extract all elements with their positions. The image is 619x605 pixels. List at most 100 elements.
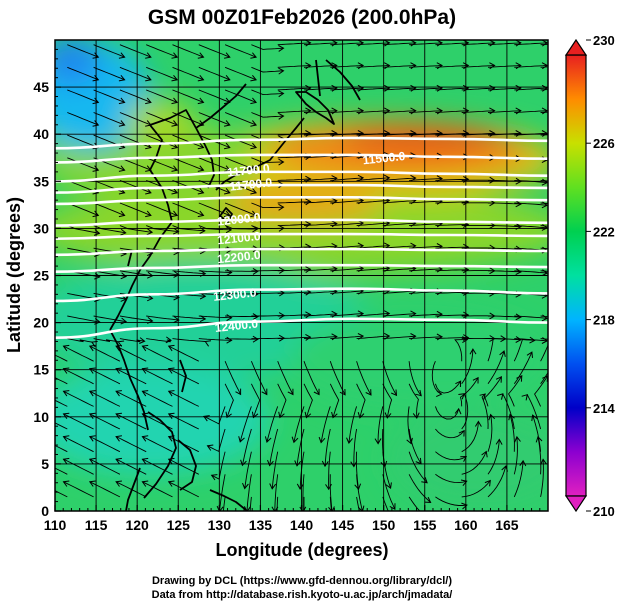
streamline-arrowhead [305,175,312,183]
x-tick-label: 145 [331,517,355,533]
streamline-arrowhead [278,67,285,75]
streamline-arrowhead [251,411,259,419]
streamline-arrowhead [305,62,312,70]
streamline [119,89,152,103]
streamline-arrowhead [223,120,231,127]
streamline-arrowhead [141,435,149,442]
streamline [303,268,337,272]
streamline [526,394,542,430]
streamline-arrowhead [167,367,175,374]
streamline-arrowhead [554,353,559,359]
contour-line [55,232,548,241]
contour-label: 11700.0 [229,175,273,193]
streamline-arrowhead [172,227,180,235]
streamline-arrowhead [463,175,470,183]
streamline [509,414,515,452]
streamline [502,393,515,430]
streamline [330,132,364,136]
streamline [540,225,548,227]
contour-line [55,196,548,206]
streamline-arrowhead [250,142,258,150]
streamline [382,474,396,510]
streamline [408,474,431,503]
streamline [488,225,521,228]
streamline-arrowhead [472,376,479,384]
streamline [303,336,337,340]
streamline-arrowhead [37,436,43,442]
contour-line [55,263,548,274]
streamline [514,338,548,342]
streamline [225,315,258,318]
streamline-arrowhead [145,74,152,82]
streamline-arrowhead [291,436,299,444]
streamline [168,390,199,407]
colorbar-tick-label: 214 [593,401,615,416]
streamline-arrowhead [93,229,101,236]
streamline [303,132,337,136]
streamline [382,110,416,113]
streamline-arrowhead [88,480,96,487]
x-tick-label: 165 [495,517,519,533]
streamline-arrowhead [357,130,365,137]
streamline-arrowhead [216,505,224,511]
streamline [198,66,230,81]
streamline-arrowhead [385,482,392,489]
streamline-arrowhead [92,165,100,172]
streamline-arrowhead [115,435,122,442]
streamline-arrowhead [197,187,205,195]
streamline-arrowhead [120,317,128,325]
streamline [408,361,422,396]
streamline [461,42,495,46]
streamline [461,110,495,113]
streamline-arrowhead [305,311,312,319]
streamline [293,406,305,443]
streamline-arrowhead [462,40,470,47]
streamline [172,338,206,342]
streamline [303,361,320,395]
streamline [241,428,252,466]
streamline [356,312,390,317]
streamline [435,201,469,204]
streamline [382,64,416,68]
streamline-arrowhead [62,390,70,397]
streamline-arrowhead [88,344,96,352]
streamline-arrowhead [62,457,70,465]
streamline-arrowhead [250,97,258,105]
streamline-arrowhead [383,84,391,92]
streamline-arrowhead [541,84,548,92]
streamline-arrowhead [120,272,128,280]
streamline [329,361,346,396]
y-axis-label: Latitude (degrees) [4,197,24,353]
streamline [93,315,127,323]
streamline [198,44,230,58]
streamline [329,474,333,511]
streamline [172,89,204,103]
streamline-arrowhead [383,107,391,115]
streamline [93,338,119,343]
streamline [55,422,68,430]
streamline-arrowhead [117,340,125,347]
streamline-arrowhead [92,74,100,82]
streamline-arrowhead [252,290,259,298]
streamline [303,110,337,113]
streamline [146,270,179,276]
credit-drawing: Drawing by DCL (https://www.gfd-dennou.o… [152,575,452,587]
streamline-arrowhead [62,412,70,419]
streamline-arrowhead [62,344,70,352]
contour-line [55,136,548,150]
streamline [382,313,416,317]
streamline [408,383,419,419]
streamline [225,270,258,272]
streamline-arrowhead [331,411,338,419]
streamline-arrowhead [118,74,126,82]
streamline [146,44,178,58]
streamline [63,481,94,498]
streamline [115,368,147,385]
streamline-arrowhead [479,393,486,400]
streamline [540,66,548,68]
streamline [277,132,311,136]
streamline-arrowhead [350,461,358,468]
streamline [277,64,311,68]
contour-label: 12100.0 [217,229,262,247]
